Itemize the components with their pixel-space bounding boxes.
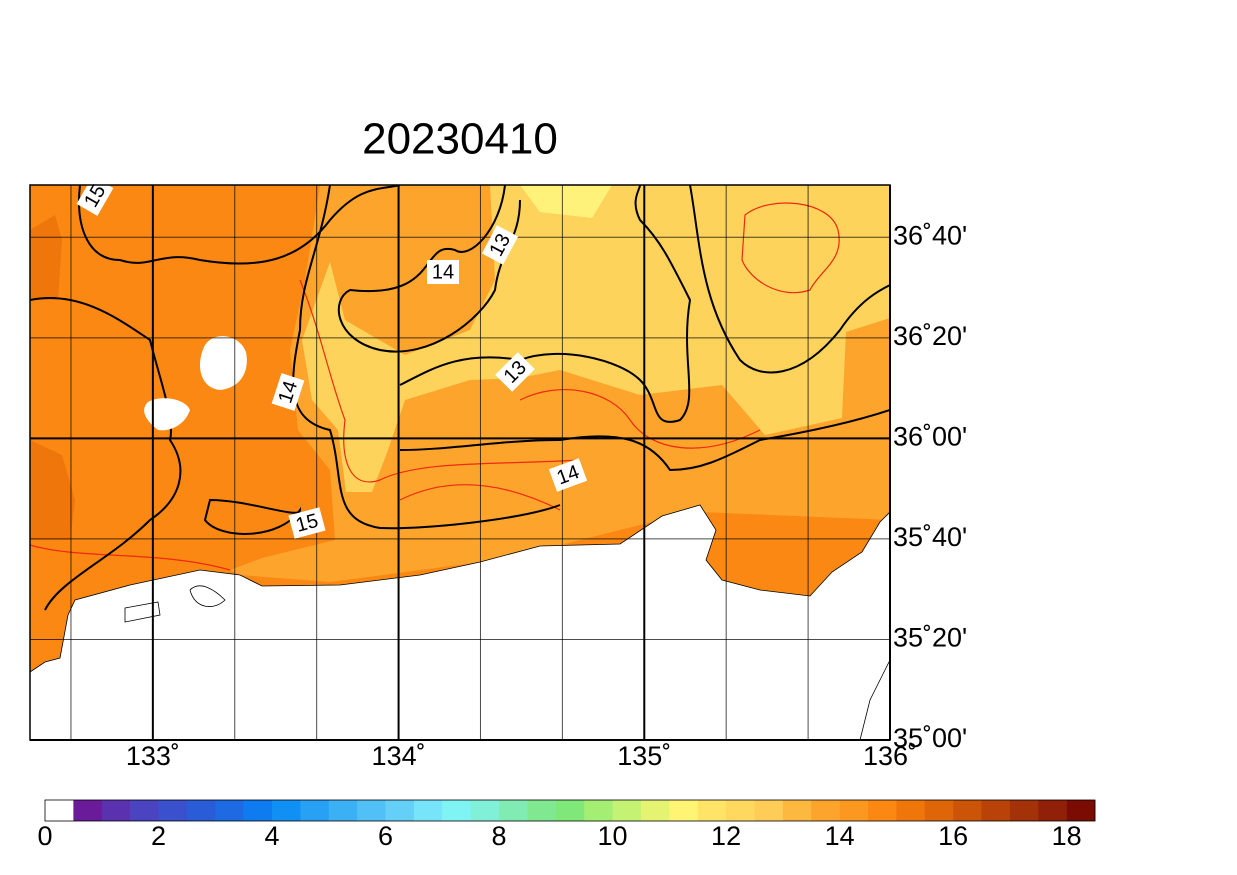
contour-label-box <box>481 225 519 265</box>
contour-label-text: 14 <box>432 261 454 283</box>
y-tick-label: 36˚00' <box>893 421 967 451</box>
island <box>124 585 226 623</box>
colorbar-tick-label: 10 <box>598 821 628 851</box>
map-title: 20230410 <box>362 115 558 164</box>
colorbar-box <box>640 800 670 821</box>
colorbar-box <box>357 800 386 821</box>
contour-label: 13 <box>495 352 535 392</box>
colorbar-box <box>811 800 840 821</box>
contour-label-box <box>288 507 326 539</box>
colorbar-box <box>754 800 784 821</box>
contour-label: 14 <box>548 458 588 492</box>
colorbar-box <box>1009 800 1039 821</box>
contour-label: 14 <box>271 373 305 411</box>
colorbar-box <box>1038 800 1067 821</box>
colorbar-box <box>1066 800 1096 821</box>
colorbar-box <box>669 800 699 821</box>
colorbar-box <box>527 800 557 821</box>
colorbar-frame <box>44 799 1096 822</box>
red-contour <box>741 202 840 294</box>
colorbar-box <box>158 800 188 821</box>
y-tick-label: 35˚20' <box>893 623 967 653</box>
colorbar-tick-label: 0 <box>37 821 52 851</box>
coastline <box>859 659 890 740</box>
island <box>144 336 247 431</box>
y-tick-label: 35˚40' <box>893 522 967 552</box>
colorbar-box <box>867 800 897 821</box>
colorbar-box <box>328 800 358 821</box>
colorbar-box <box>782 800 812 821</box>
colorbar-box <box>385 800 415 821</box>
contour-label-box <box>427 260 459 284</box>
colorbar-box <box>130 800 159 821</box>
colorbar-box <box>442 800 471 821</box>
map-frame <box>29 184 891 741</box>
colorbar-box <box>953 800 982 821</box>
colorbar-box <box>726 800 755 821</box>
x-tick-label: 134˚ <box>372 741 426 771</box>
contour-label: 15 <box>288 507 326 539</box>
colorbar-box <box>499 800 528 821</box>
contour-label-box <box>76 176 114 216</box>
x-tick-label: 136˚ <box>863 741 917 771</box>
red-contour <box>30 279 761 571</box>
sst-coolest <box>520 185 612 218</box>
sst-warm <box>30 215 75 540</box>
colorbar-box <box>584 800 613 821</box>
colorbar: 0 2 4 6 8 10 12 14 16 18 <box>37 799 1096 851</box>
colorbar-tick-label: 6 <box>378 821 393 851</box>
colorbar-box <box>839 800 869 821</box>
colorbar-tick-label: 12 <box>711 821 741 851</box>
contour-label-box <box>271 373 305 411</box>
colorbar-tick-label: 18 <box>1052 821 1082 851</box>
colorbar-box <box>413 800 443 821</box>
x-tick-label: 135˚ <box>617 741 671 771</box>
colorbar-box <box>45 800 74 821</box>
contour-label-box <box>495 352 535 392</box>
colorbar-box <box>300 800 330 821</box>
colorbar-box <box>555 800 585 821</box>
colorbar-box <box>697 800 727 821</box>
land <box>30 504 890 740</box>
black-contour <box>30 185 890 611</box>
sst-field <box>30 185 890 740</box>
x-tick-label: 133˚ <box>126 741 180 771</box>
colorbar-box <box>981 800 1011 821</box>
colorbar-box <box>272 800 301 821</box>
y-tick-label: 35˚00' <box>893 723 967 753</box>
y-tick-label: 36˚40' <box>893 220 967 250</box>
axes: 133˚ 134˚ 135˚ 136˚35˚00' 35˚20' 35˚40' 36˚00'… <box>126 220 967 771</box>
colorbar-box <box>612 800 642 821</box>
colorbar-box <box>101 800 131 821</box>
colorbar-box <box>186 800 216 821</box>
colorbar-tick-label: 14 <box>825 821 855 851</box>
y-tick-label: 36˚20' <box>893 321 967 351</box>
colorbar-tick-label: 8 <box>492 821 507 851</box>
colorbar-box <box>243 800 273 821</box>
contour-label: 14 <box>427 260 459 284</box>
colorbar-tick-label: 2 <box>151 821 166 851</box>
contour-label-box <box>548 458 588 492</box>
colorbar-tick-label: 16 <box>938 821 968 851</box>
colorbar-tick-label: 4 <box>265 821 280 851</box>
colorbar-box <box>470 800 500 821</box>
colorbar-box <box>896 800 926 821</box>
colorbar-box <box>73 800 103 821</box>
colorbar-box <box>924 800 954 821</box>
colorbar-box <box>215 800 244 821</box>
